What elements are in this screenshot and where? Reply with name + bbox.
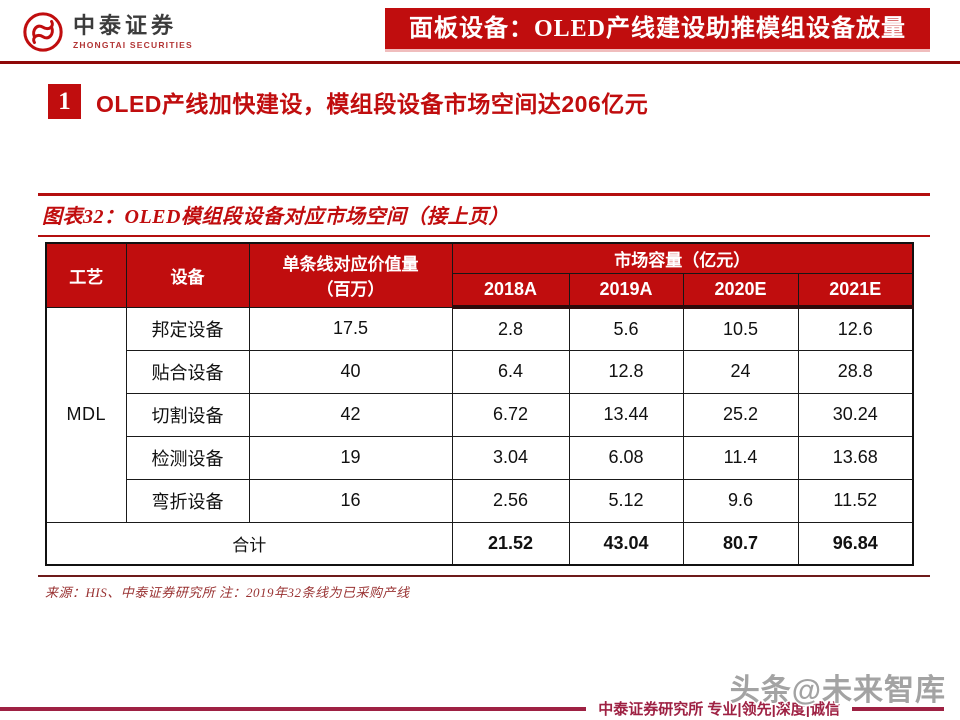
- value-cell: 5.6: [568, 306, 684, 351]
- col-header-2018a: 2018A: [451, 272, 570, 309]
- logo-name-cn: 中泰证券: [73, 13, 178, 39]
- value-cell: 40: [248, 349, 453, 394]
- report-title-banner: 面板设备：OLED产线建设助推模组设备放量: [385, 8, 930, 52]
- table-row: 切割设备 42 6.72 13.44 25.2 30.24: [46, 392, 914, 437]
- col-header-device: 设备: [125, 242, 250, 308]
- col-header-process: 工艺: [45, 242, 127, 308]
- figure-caption: 图表32：OLED模组段设备对应市场空间（接上页）: [38, 193, 930, 237]
- source-note: 来源：HIS、中泰证券研究所 注：2019年32条线为已采购产线: [45, 585, 410, 600]
- footer: 中泰证券研究所 专业|领先|深度|诚信: [0, 698, 960, 719]
- total-value-cell: 21.52: [451, 521, 570, 566]
- market-space-table: 工艺 设备 单条线对应价值量 （百万） 市场容量（亿元） 2018A 2019A…: [45, 242, 914, 566]
- process-group-cell: MDL: [45, 306, 127, 523]
- value-cell: 24: [682, 349, 799, 394]
- value-cell: 30.24: [797, 392, 914, 437]
- table-total-row: 合计 21.52 43.04 80.7 96.84: [45, 521, 914, 566]
- value-cell: 6.4: [451, 349, 570, 394]
- value-cell: 13.44: [568, 392, 684, 437]
- col-header-market-capacity: 市场容量（亿元）: [451, 242, 914, 274]
- value-cell: 16: [248, 478, 453, 523]
- value-cell: 9.6: [682, 478, 799, 523]
- logo-name-en: ZHONGTAI SECURITIES: [73, 39, 193, 50]
- value-cell: 5.12: [568, 478, 684, 523]
- device-name-cell: 弯折设备: [125, 478, 250, 523]
- value-cell: 11.4: [682, 435, 799, 480]
- section-number-badge: 1: [48, 84, 81, 119]
- value-cell: 11.52: [797, 478, 914, 523]
- table-header-row-2: 2018A 2019A 2020E 2021E: [46, 272, 914, 309]
- col-header-value-per-line: 单条线对应价值量 （百万）: [248, 242, 453, 308]
- value-cell: 28.8: [797, 349, 914, 394]
- value-cell: 13.68: [797, 435, 914, 480]
- total-value-cell: 96.84: [797, 521, 914, 566]
- table-header-row-1: 工艺 设备 单条线对应价值量 （百万） 市场容量（亿元）: [45, 242, 914, 308]
- value-cell: 17.5: [248, 306, 453, 351]
- table-body: MDL 邦定设备 17.5 2.8 5.6 10.5 12.6 贴合设备 40 6.4 12.8 24…: [45, 306, 914, 566]
- table-bottom-divider: [38, 575, 930, 577]
- section-title: OLED产线加快建设，模组段设备市场空间达206亿元: [96, 90, 649, 117]
- value-cell: 42: [248, 392, 453, 437]
- table-row: 贴合设备 40 6.4 12.8 24 28.8: [46, 349, 914, 394]
- value-cell: 12.8: [568, 349, 684, 394]
- device-name-cell: 切割设备: [125, 392, 250, 437]
- total-label-cell: 合计: [45, 521, 453, 566]
- zhongtai-logo-icon: [23, 12, 63, 52]
- company-logo: 中泰证券 ZHONGTAI SECURITIES: [22, 11, 193, 53]
- value-cell: 10.5: [682, 306, 799, 351]
- device-name-cell: 贴合设备: [125, 349, 250, 394]
- device-name-cell: 邦定设备: [125, 306, 250, 351]
- value-cell: 2.8: [451, 306, 570, 351]
- table-row: 弯折设备 16 2.56 5.12 9.6 11.52: [46, 478, 914, 523]
- value-cell: 2.56: [451, 478, 570, 523]
- table-row: 检测设备 19 3.04 6.08 11.4 13.68: [46, 435, 914, 480]
- value-cell: 3.04: [451, 435, 570, 480]
- col-header-2019a: 2019A: [568, 272, 684, 309]
- figure-block: 图表32：OLED模组段设备对应市场空间（接上页） 工艺 设备 单条线对应价值量…: [38, 193, 930, 601]
- watermark-text: 头条@未来智库: [729, 674, 946, 707]
- section-heading: 1 OLED产线加快建设，模组段设备市场空间达206亿元: [48, 84, 648, 119]
- device-name-cell: 检测设备: [125, 435, 250, 480]
- col-header-value-line1: 单条线对应价值量: [282, 255, 419, 275]
- table-header: 工艺 设备 单条线对应价值量 （百万） 市场容量（亿元） 2018A 2019A…: [45, 242, 914, 309]
- col-header-2020e: 2020E: [682, 272, 799, 309]
- footer-line-left: [0, 706, 587, 711]
- header-divider-line: [0, 61, 960, 64]
- col-header-2021e: 2021E: [797, 272, 914, 309]
- table-row: MDL 邦定设备 17.5 2.8 5.6 10.5 12.6: [45, 306, 914, 523]
- total-value-cell: 80.7: [682, 521, 799, 566]
- logo-text-block: 中泰证券 ZHONGTAI SECURITIES: [73, 14, 193, 49]
- col-header-value-line2: （百万）: [316, 280, 385, 300]
- value-cell: 12.6: [797, 306, 914, 351]
- value-cell: 19: [248, 435, 453, 480]
- total-value-cell: 43.04: [568, 521, 684, 566]
- value-cell: 6.72: [451, 392, 570, 437]
- footer-line-right: [852, 706, 944, 711]
- value-cell: 6.08: [568, 435, 684, 480]
- footer-text: 中泰证券研究所 专业|领先|深度|诚信: [598, 701, 840, 718]
- value-cell: 25.2: [682, 392, 799, 437]
